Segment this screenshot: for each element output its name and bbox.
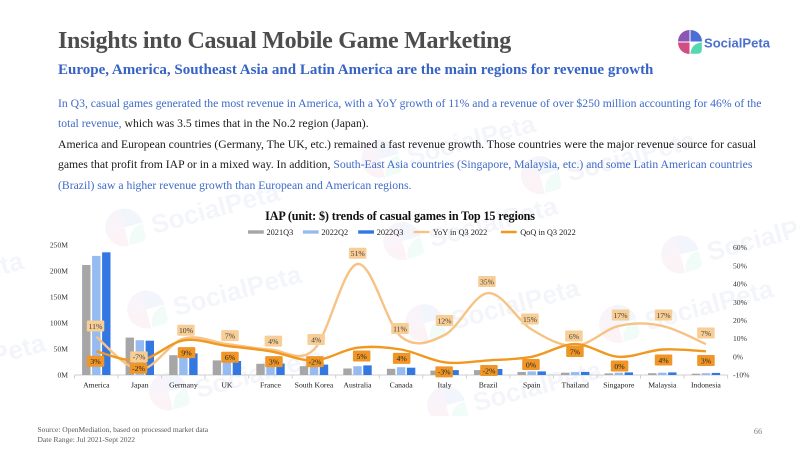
svg-text:-2%: -2% (132, 364, 145, 373)
svg-text:3%: 3% (701, 356, 712, 365)
svg-text:6%: 6% (225, 353, 236, 362)
svg-text:2021Q3: 2021Q3 (267, 228, 294, 237)
svg-text:Japan: Japan (131, 381, 149, 390)
svg-text:7%: 7% (701, 329, 712, 338)
svg-text:Germany: Germany (169, 381, 198, 390)
svg-text:15%: 15% (523, 315, 538, 324)
svg-text:-2%: -2% (483, 366, 496, 375)
svg-text:0M: 0M (57, 371, 68, 380)
svg-text:3%: 3% (90, 357, 101, 366)
svg-text:Thailand: Thailand (562, 381, 589, 390)
svg-text:11%: 11% (393, 324, 407, 333)
svg-text:Italy: Italy (438, 381, 452, 390)
svg-text:-10%: -10% (733, 371, 750, 380)
svg-text:200M: 200M (50, 267, 68, 276)
svg-text:Malaysia: Malaysia (648, 381, 677, 390)
svg-text:0%: 0% (614, 362, 625, 371)
svg-text:50%: 50% (733, 261, 748, 270)
svg-text:7%: 7% (570, 347, 581, 356)
svg-text:America: America (83, 381, 110, 390)
svg-text:7%: 7% (225, 331, 236, 340)
svg-text:France: France (260, 381, 282, 390)
svg-text:Brazil: Brazil (479, 381, 498, 390)
svg-text:20%: 20% (733, 316, 748, 325)
svg-text:150M: 150M (50, 293, 68, 302)
svg-text:UK: UK (221, 381, 233, 390)
svg-text:4%: 4% (396, 354, 407, 363)
svg-text:Spain: Spain (523, 381, 541, 390)
svg-text:South Korea: South Korea (295, 381, 334, 390)
svg-text:2022Q3: 2022Q3 (377, 228, 404, 237)
svg-text:11%: 11% (89, 322, 103, 331)
svg-text:17%: 17% (613, 311, 628, 320)
svg-text:2022Q2: 2022Q2 (321, 228, 348, 237)
svg-text:50M: 50M (54, 345, 69, 354)
svg-text:5%: 5% (356, 352, 367, 361)
svg-text:12%: 12% (437, 316, 452, 325)
svg-text:35%: 35% (480, 277, 495, 286)
svg-text:-3%: -3% (438, 368, 451, 377)
svg-text:Singapore: Singapore (603, 381, 635, 390)
svg-text:10%: 10% (733, 334, 748, 343)
svg-text:40%: 40% (733, 280, 748, 289)
svg-text:250M: 250M (50, 241, 68, 250)
svg-text:0%: 0% (526, 360, 537, 369)
svg-text:3%: 3% (269, 357, 280, 366)
svg-text:0%: 0% (733, 352, 744, 361)
svg-text:4%: 4% (658, 356, 669, 365)
svg-text:4%: 4% (311, 335, 322, 344)
svg-text:Australia: Australia (343, 381, 372, 390)
svg-text:51%: 51% (351, 249, 366, 258)
svg-text:-2%: -2% (309, 357, 322, 366)
svg-text:100M: 100M (50, 319, 68, 328)
svg-text:Indonesia: Indonesia (691, 381, 721, 390)
svg-text:Canada: Canada (390, 381, 414, 390)
svg-text:4%: 4% (268, 337, 279, 346)
svg-text:9%: 9% (181, 348, 192, 357)
svg-text:6%: 6% (569, 332, 580, 341)
svg-text:30%: 30% (733, 298, 748, 307)
svg-text:17%: 17% (656, 311, 671, 320)
svg-text:60%: 60% (733, 243, 748, 252)
svg-text:10%: 10% (179, 326, 194, 335)
svg-text:YoY in Q3 2022: YoY in Q3 2022 (433, 228, 487, 237)
svg-text:SocialPeta: SocialPeta (704, 36, 771, 51)
svg-text:-7%: -7% (133, 353, 146, 362)
svg-text:QoQ in Q3 2022: QoQ in Q3 2022 (520, 228, 576, 237)
